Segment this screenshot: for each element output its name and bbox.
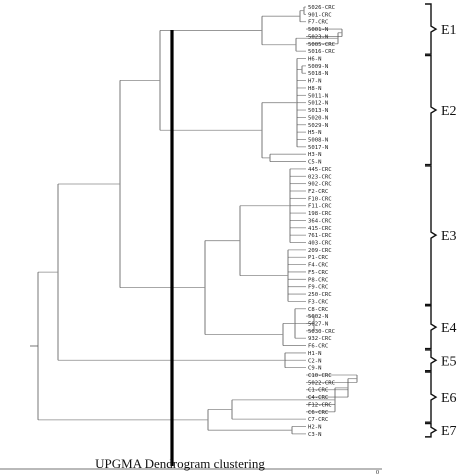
leaf-label: 5030-CRC [308, 329, 335, 335]
cluster-braces: E1 E2 E3 E4 E5 E6 E7 [425, 3, 457, 439]
leaf-label: F11-CRC [308, 204, 332, 210]
leaf-label: H6-N [308, 57, 321, 63]
leaf-label: P1-CRC [308, 255, 328, 261]
axis-tick-label: 0 [376, 470, 379, 474]
leaf-label: 5001-N [308, 27, 328, 33]
cluster-label: E7 [441, 424, 457, 439]
leaf-label: H1-N [308, 351, 321, 357]
leaf-label: 5027-N [308, 321, 328, 327]
leaf-label: F4-CRC [308, 263, 328, 269]
leaf-label: H5-N [308, 130, 321, 136]
leaf-label: P8-CRC [308, 277, 328, 283]
leaf-label: 5017-N [308, 145, 328, 151]
leaf-label: 932-CRC [308, 336, 332, 342]
leaf-label: H2-N [308, 425, 321, 431]
leaf-label: 209-CRC [308, 248, 332, 254]
cluster-brace [425, 349, 438, 372]
leaf-label: C7-CRC [308, 417, 328, 423]
leaf-label: 5002-N [308, 314, 328, 320]
cluster-brace [425, 3, 438, 55]
cluster-label: E4 [441, 321, 457, 336]
leaf-label: F10-CRC [308, 196, 332, 202]
leaf-label: F7-CRC [308, 20, 328, 26]
leaf-label: 023-CRC [308, 174, 332, 180]
leaf-label: C3-N [308, 432, 321, 438]
leaf-label: F5-CRC [308, 270, 328, 276]
leaf-label: H3-N [308, 152, 321, 158]
leaf-label: 5023-N [308, 34, 328, 40]
cluster-label: E6 [441, 391, 457, 406]
leaf-label: H8-N [308, 86, 321, 92]
leaf-label: C1-CRC [308, 388, 328, 394]
leaf-label: 250-CRC [308, 292, 332, 298]
leaf-label: 5008-N [308, 137, 328, 143]
cluster-label: E1 [441, 23, 457, 38]
leaf-label: 5011-N [308, 93, 328, 99]
leaf-label: C2-N [308, 358, 321, 364]
leaf-label: F9-CRC [308, 285, 328, 291]
leaf-label: 5029-N [308, 123, 328, 129]
leaf-label: F12-CRC [308, 402, 332, 408]
leaf-label: 761-CRC [308, 233, 332, 239]
cluster-label: E5 [441, 354, 457, 369]
leaf-label: 364-CRC [308, 218, 332, 224]
leaf-label: 5026-CRC [308, 5, 335, 11]
leaf-label: 5022-CRC [308, 380, 335, 386]
leaf-label: C4-CRC [308, 395, 328, 401]
leaf-label: 901-CRC [308, 12, 332, 18]
leaf-label: 5009-N [308, 64, 328, 70]
leaf-label: F3-CRC [308, 299, 328, 305]
leaf-label: H7-N [308, 79, 321, 85]
leaf-label: 902-CRC [308, 182, 332, 188]
cluster-brace [425, 371, 438, 423]
leaf-label: 5018-N [308, 71, 328, 77]
leaf-label: 5012-N [308, 101, 328, 107]
leaf-label: 445-CRC [308, 167, 332, 173]
cluster-label: E3 [441, 229, 457, 244]
leaf-label: C8-CRC [308, 307, 328, 313]
cluster-brace [425, 54, 438, 166]
leaf-label: 5005-CRC [308, 42, 335, 48]
cluster-brace [425, 422, 438, 438]
figure-caption: UPGMA Dendrogram clustering [95, 456, 265, 471]
leaf-label: F2-CRC [308, 189, 328, 195]
leaf-label: C10-CRC [308, 373, 332, 379]
leaf-label: 5016-CRC [308, 49, 335, 55]
cluster-brace [425, 305, 438, 350]
leaf-label: 5020-N [308, 115, 328, 121]
leaf-label: F6-CRC [308, 344, 328, 350]
leaf-label: 415-CRC [308, 226, 332, 232]
cluster-label: E2 [441, 104, 457, 119]
dendrogram-tree [30, 6, 358, 435]
leaf-label: 198-CRC [308, 211, 332, 217]
leaf-label: C5-N [308, 160, 321, 166]
leaf-label: 5013-N [308, 108, 328, 114]
leaf-label: 403-CRC [308, 241, 332, 247]
leaf-label: C9-N [308, 366, 321, 372]
leaf-label: C6-CRC [308, 410, 328, 416]
cluster-brace [425, 165, 438, 306]
